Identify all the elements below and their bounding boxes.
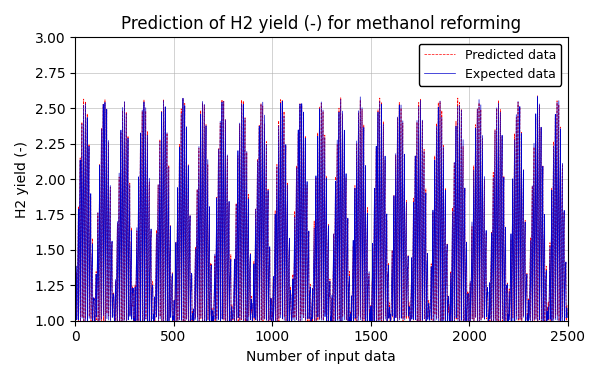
- Expected data: [511, 323, 518, 327]
- Expected data: [71, 315, 79, 319]
- Expected data: [82, 152, 89, 157]
- Predicted data: [71, 319, 79, 324]
- X-axis label: Number of input data: Number of input data: [247, 350, 396, 364]
- Predicted data: [82, 157, 89, 161]
- Expected data: [564, 315, 571, 320]
- Predicted data: [564, 314, 571, 319]
- Expected data: [353, 324, 361, 328]
- Predicted data: [534, 94, 541, 98]
- Predicted data: [263, 168, 270, 173]
- Expected data: [346, 277, 353, 282]
- Expected data: [534, 94, 541, 99]
- Title: Prediction of H2 yield (-) for methanol reforming: Prediction of H2 yield (-) for methanol …: [121, 15, 521, 33]
- Predicted data: [132, 328, 139, 332]
- Predicted data: [346, 319, 353, 323]
- Predicted data: [472, 266, 479, 271]
- Predicted data: [511, 326, 518, 331]
- Y-axis label: H2 yield (-): H2 yield (-): [15, 141, 29, 218]
- Line: Expected data: Expected data: [75, 97, 568, 326]
- Expected data: [493, 191, 500, 196]
- Expected data: [472, 269, 479, 274]
- Expected data: [262, 180, 269, 185]
- Line: Predicted data: Predicted data: [75, 96, 568, 330]
- Legend: Predicted data, Expected data: Predicted data, Expected data: [419, 44, 561, 86]
- Predicted data: [493, 188, 500, 193]
